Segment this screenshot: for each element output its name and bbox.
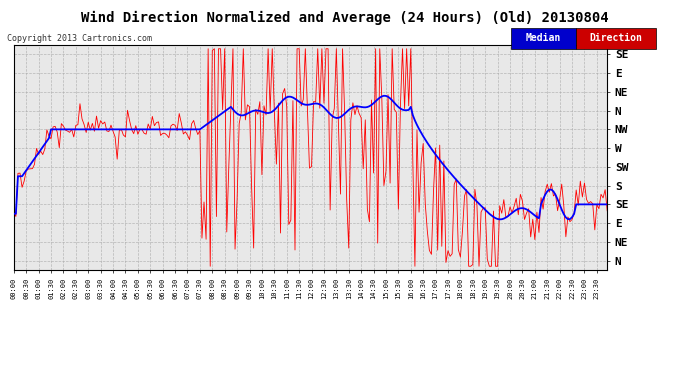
Text: Copyright 2013 Cartronics.com: Copyright 2013 Cartronics.com (7, 34, 152, 43)
Text: Direction: Direction (589, 33, 642, 43)
Text: Median: Median (526, 33, 561, 43)
Text: Wind Direction Normalized and Average (24 Hours) (Old) 20130804: Wind Direction Normalized and Average (2… (81, 11, 609, 26)
